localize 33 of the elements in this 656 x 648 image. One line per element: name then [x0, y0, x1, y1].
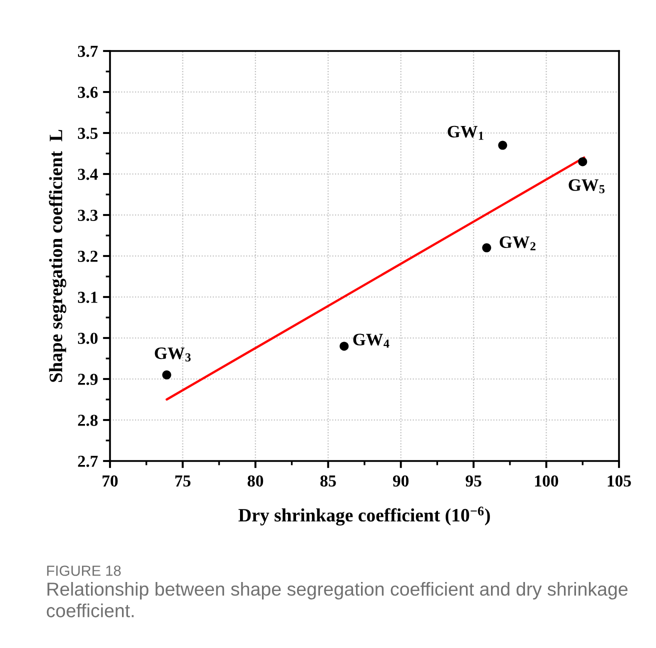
y-tick-label: 2.7 [78, 456, 98, 468]
y-axis-title: Shape segregation coefficient L [48, 130, 66, 382]
point [162, 370, 172, 380]
y-tick-label: 3.1 [78, 292, 98, 304]
x-tick-label: 105 [608, 475, 631, 487]
point [578, 157, 588, 166]
text: Relationship between shape segregation coefficient and dry shrinkage coefficient. [46, 582, 628, 618]
annotation: GW$_{3}$ [154, 347, 191, 362]
y-tick-label: 3.5 [78, 128, 98, 140]
point [482, 243, 492, 252]
x-tick-label: 85 [320, 475, 336, 487]
x-tick-label: 80 [248, 475, 264, 487]
y-tick-label: 2.9 [78, 374, 98, 386]
y-tick-label: 3.3 [78, 210, 98, 222]
point [498, 140, 508, 150]
y-tick-label: 3.6 [78, 86, 98, 98]
y-tick-label: 3.4 [78, 168, 98, 180]
x-tick-label: 95 [466, 475, 482, 487]
y-tick-label: 2.8 [78, 414, 98, 426]
y-tick-label: 3.7 [78, 46, 98, 58]
caption: FIGURE 18 [47, 566, 121, 576]
x-tick-label: 75 [175, 476, 190, 487]
x-tick-label: 90 [392, 475, 409, 487]
x-axis-title: Dry shrinkage coefficient (10$^{−6}$) [238, 506, 490, 526]
annotation: GW$_{2}$ [500, 236, 536, 250]
y-tick-label: 3.0 [78, 332, 98, 344]
annotation: GW$_{5}$ [568, 179, 605, 194]
point [340, 342, 349, 351]
x-tick-label: 70 [102, 475, 118, 487]
y-tick-label: 3.2 [78, 250, 98, 262]
annotation: GW$_{1}$ [448, 126, 484, 140]
annotation: GW$_{4}$ [353, 334, 390, 348]
x-tick-label: 100 [535, 475, 558, 487]
